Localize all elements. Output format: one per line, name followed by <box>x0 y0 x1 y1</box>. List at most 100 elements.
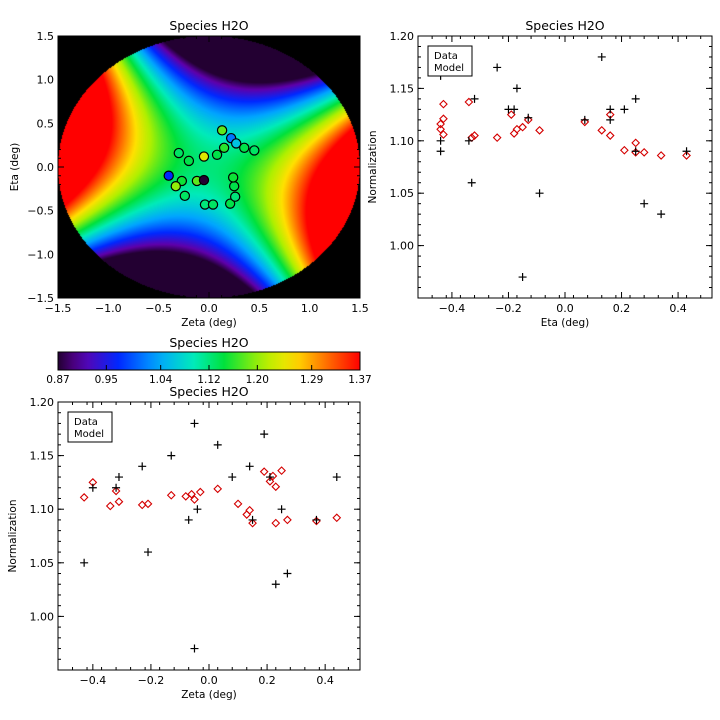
colorbar-tick-label: 0.95 <box>95 374 118 386</box>
zeta-data-point <box>138 462 147 471</box>
eta-data-point <box>436 136 445 145</box>
zeta-ytick-label: 1.20 <box>30 396 55 409</box>
eta-data-point <box>640 199 649 208</box>
eta-data-point <box>682 147 691 156</box>
eta-model-point <box>639 147 649 157</box>
zeta-model-point <box>259 467 269 477</box>
eta-data-point <box>464 136 473 145</box>
map-xtick-label: 0.0 <box>200 302 218 315</box>
eta-ylabel: Normalization <box>367 131 379 204</box>
zeta-model-point <box>79 493 89 502</box>
zeta-legend-data: Data <box>74 417 98 428</box>
eta-data-point <box>524 113 533 122</box>
map-point <box>249 145 260 156</box>
map-point <box>211 149 223 160</box>
zeta-model-point <box>277 466 286 475</box>
eta-data-point <box>467 178 476 187</box>
eta-model-point <box>656 151 666 160</box>
zeta-data-point <box>213 440 222 449</box>
eta-model-point <box>439 114 448 124</box>
eta-model-point <box>436 124 445 134</box>
zeta-title: Species H2O <box>169 384 248 399</box>
colorbar-tick-label: 1.12 <box>197 374 220 386</box>
colorbar-tick-label: 1.29 <box>300 374 323 386</box>
zeta-data-point <box>144 548 153 557</box>
zeta-model-point <box>187 489 196 499</box>
map-ylabel: Eta (deg) <box>9 143 21 192</box>
eta-xtick-label: 0.0 <box>556 302 574 315</box>
eta-data-point <box>470 94 479 103</box>
zeta-model-point <box>271 482 281 492</box>
zeta-model-point <box>245 505 255 515</box>
eta-data-point <box>493 63 502 72</box>
eta-legend-model: Model <box>434 63 464 74</box>
zeta-model-point <box>195 487 205 497</box>
eta-data-point <box>606 105 615 114</box>
zeta-data-point <box>277 505 286 514</box>
zeta-model-point <box>248 518 257 528</box>
eta-title: Species H2O <box>525 18 604 33</box>
zeta-data-point <box>260 430 269 439</box>
eta-model-point <box>580 117 590 127</box>
zeta-data-point <box>228 473 237 482</box>
map-ytick-label: 0.5 <box>37 117 55 130</box>
map-ytick-label: 0.0 <box>37 161 55 174</box>
eta-xtick-label: 0.2 <box>613 302 631 315</box>
map-xtick-label: −1.0 <box>95 302 122 315</box>
zeta-ylabel: Normalization <box>7 500 19 573</box>
eta-model-point <box>464 97 474 107</box>
zeta-legend-box <box>67 411 113 443</box>
zeta-model-point <box>114 497 124 507</box>
map-point <box>228 181 240 192</box>
eta-xtick-label: −0.4 <box>439 302 466 315</box>
zeta-model-point <box>242 510 252 519</box>
zeta-model-point <box>105 501 115 511</box>
zeta-model-point <box>143 499 153 509</box>
zeta-data-point <box>245 462 254 471</box>
eta-model-point <box>492 133 502 143</box>
eta-model-point <box>682 151 691 160</box>
eta-data-point <box>657 210 666 219</box>
zeta-xtick-label: 0.0 <box>200 674 218 687</box>
eta-model-point <box>535 125 544 135</box>
zeta-model-point <box>190 495 199 504</box>
eta-data-point <box>631 147 640 156</box>
eta-ytick-label: 1.00 <box>390 240 415 253</box>
zeta-data-point <box>80 558 89 567</box>
map-ytick-label: 1.0 <box>37 74 55 87</box>
zeta-data-point <box>265 473 274 482</box>
zeta-data-point <box>112 483 121 492</box>
zeta-ytick-label: 1.15 <box>30 450 55 463</box>
zeta-model-point <box>332 513 342 523</box>
zeta-model-point <box>265 476 275 486</box>
map-field <box>58 36 360 298</box>
zeta-data-point <box>88 483 97 492</box>
eta-model-point <box>436 119 445 129</box>
zeta-xtick-label: 0.4 <box>316 674 334 687</box>
zeta-ytick-label: 1.05 <box>30 557 55 570</box>
map-point <box>207 199 219 210</box>
zeta-ytick-label: 1.10 <box>30 503 55 516</box>
zeta-xtick-label: 0.2 <box>258 674 276 687</box>
colorbar-tick-label: 0.87 <box>46 374 69 386</box>
map-point <box>229 191 241 202</box>
zeta-data-point <box>193 505 202 514</box>
eta-model-point <box>470 131 479 140</box>
map-ytick-label: −0.5 <box>27 205 54 218</box>
map-point <box>218 142 230 153</box>
zeta-legend-model: Model <box>74 429 104 440</box>
map-point <box>198 151 210 162</box>
colorbar-tick-label: 1.04 <box>149 374 173 386</box>
zeta-data-point <box>271 580 280 589</box>
zeta-model-point <box>271 518 281 528</box>
eta-model-point <box>631 138 641 148</box>
map-xtick-label: 1.0 <box>301 302 319 315</box>
zeta-data-point <box>114 473 123 482</box>
eta-data-point <box>512 84 521 93</box>
zeta-model-point <box>213 484 223 494</box>
map-point <box>173 147 184 159</box>
map-point <box>163 170 174 181</box>
colorbar-tick-label: 1.20 <box>246 374 269 386</box>
eta-data-point <box>597 52 606 61</box>
zeta-xtick-label: −0.2 <box>138 674 165 687</box>
